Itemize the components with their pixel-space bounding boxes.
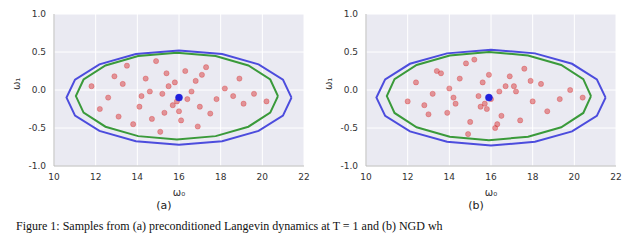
svg-text:ω₁: ω₁ — [11, 78, 22, 90]
svg-text:20: 20 — [569, 172, 581, 182]
svg-text:14: 14 — [444, 172, 456, 182]
svg-text:-0.5: -0.5 — [28, 123, 46, 133]
svg-text:12: 12 — [402, 172, 413, 182]
svg-text:0.5: 0.5 — [344, 47, 358, 57]
svg-text:ω₀: ω₀ — [485, 187, 497, 198]
svg-text:10: 10 — [48, 172, 60, 182]
svg-text:10: 10 — [360, 172, 372, 182]
svg-text:-0.5: -0.5 — [340, 123, 358, 133]
svg-text:14: 14 — [132, 172, 144, 182]
svg-text:ω₁: ω₁ — [323, 78, 334, 90]
svg-text:ω₀: ω₀ — [173, 187, 185, 198]
svg-text:18: 18 — [527, 172, 539, 182]
svg-text:20: 20 — [257, 172, 269, 182]
svg-text:12: 12 — [90, 172, 101, 182]
svg-text:0.0: 0.0 — [32, 85, 47, 95]
svg-text:-1.0: -1.0 — [340, 161, 358, 171]
svg-text:18: 18 — [215, 172, 227, 182]
svg-text:22: 22 — [610, 172, 621, 182]
svg-text:-1.0: -1.0 — [28, 161, 46, 171]
svg-text:1.0: 1.0 — [32, 9, 47, 19]
svg-text:16: 16 — [485, 172, 497, 182]
html-text:(b): (b) — [468, 199, 484, 212]
svg-text:16: 16 — [173, 172, 185, 182]
html-text:(a): (a) — [156, 199, 172, 212]
svg-text:0.5: 0.5 — [32, 47, 46, 57]
svg-text:1.0: 1.0 — [344, 9, 359, 19]
html-text:Figure 1: Samples from (a) pre: Figure 1: Samples from (a) preconditione… — [16, 219, 443, 233]
svg-text:0.0: 0.0 — [344, 85, 359, 95]
svg-text:22: 22 — [298, 172, 309, 182]
